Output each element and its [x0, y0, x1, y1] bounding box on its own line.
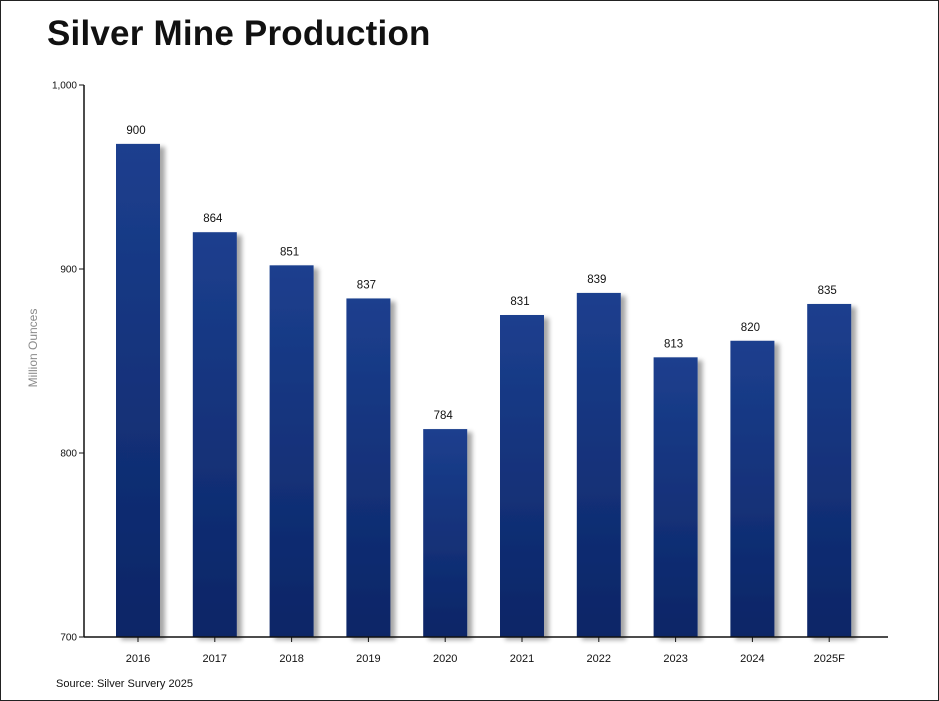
source-note: Source: Silver Survery 2025	[56, 678, 193, 690]
x-tick-label: 2018	[279, 653, 303, 665]
data-label: 784	[434, 410, 454, 422]
bar-2020	[423, 429, 468, 637]
x-tick-label: 2019	[356, 653, 380, 665]
data-label: 900	[126, 125, 145, 137]
x-tick-label: 2017	[203, 653, 227, 665]
y-tick-label: 700	[60, 633, 77, 644]
bar-2024	[730, 340, 775, 637]
data-label: 837	[357, 279, 376, 291]
data-label: 839	[587, 274, 606, 286]
x-tick-label: 2020	[433, 653, 457, 665]
data-label: 831	[510, 296, 529, 308]
bar-2019	[346, 298, 391, 637]
x-tick-label: 2016	[126, 653, 150, 665]
bar-2022	[576, 292, 621, 637]
x-tick-label: 2025F	[814, 653, 845, 665]
data-label: 813	[664, 338, 683, 350]
bar-2023	[653, 357, 698, 637]
bar-2016	[116, 143, 160, 637]
data-label: 851	[280, 246, 299, 258]
bar-2017	[192, 232, 237, 637]
y-tick-label: 900	[60, 265, 77, 276]
bar-2025f	[807, 303, 852, 637]
y-tick-label: 1,000	[52, 81, 77, 92]
y-tick-label: 800	[60, 449, 77, 460]
chart-title: Silver Mine Production	[47, 14, 431, 53]
x-tick-label: 2021	[510, 653, 534, 665]
data-label: 835	[818, 285, 837, 297]
x-tick-label: 2023	[663, 653, 687, 665]
bar-2021	[500, 315, 544, 637]
bar-2018	[269, 265, 314, 637]
data-label: 864	[203, 213, 223, 225]
data-label: 820	[741, 322, 760, 334]
x-tick-label: 2024	[740, 653, 764, 665]
y-axis-label: Million Ounces	[26, 309, 40, 388]
x-tick-label: 2022	[587, 653, 611, 665]
